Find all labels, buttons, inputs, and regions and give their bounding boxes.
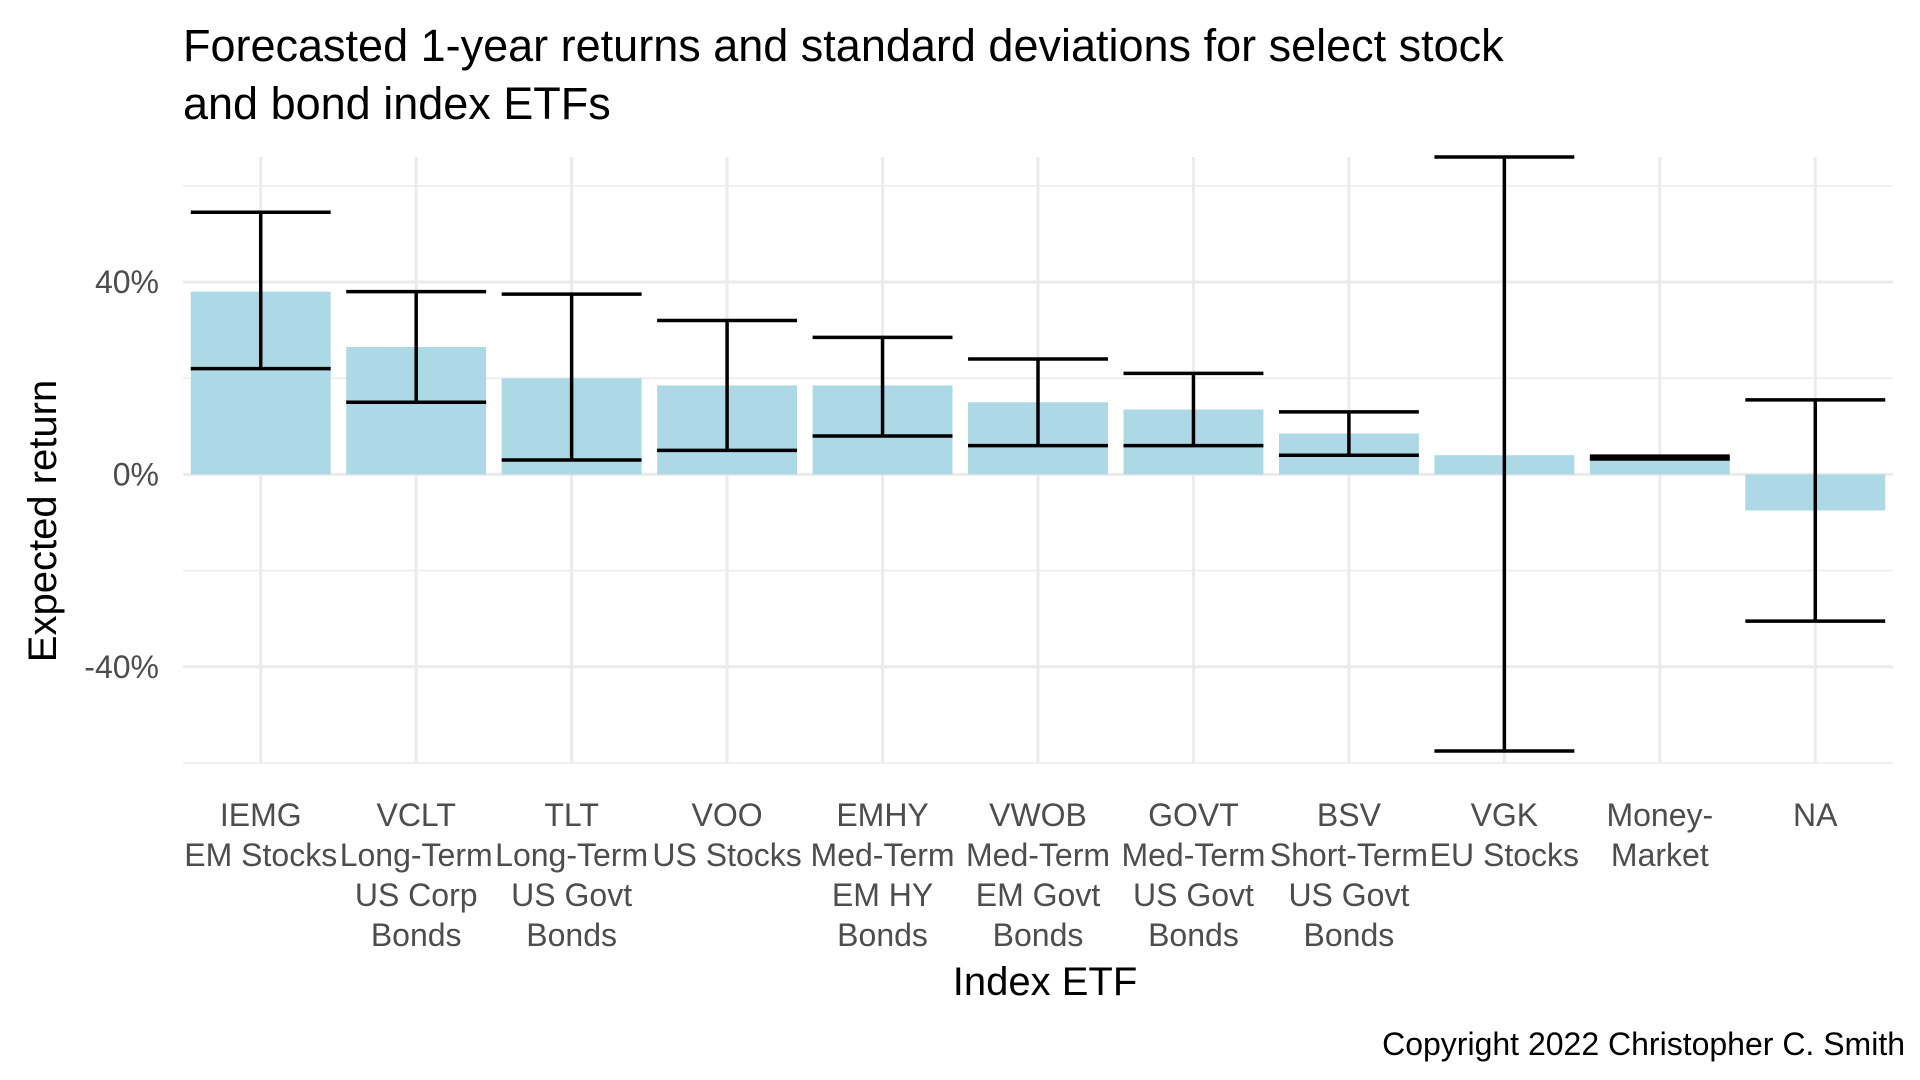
y-tick-label: 0%	[113, 456, 159, 492]
x-tick-label: Bonds	[371, 917, 462, 953]
x-tick-label: Money-	[1606, 797, 1713, 833]
error-bar-money-	[1589, 454, 1730, 461]
copyright-caption: Copyright 2022 Christopher C. Smith	[1382, 1026, 1905, 1062]
x-tick-label: EMHY	[836, 797, 928, 833]
error-bar-vgk	[1434, 155, 1575, 753]
error-bar-na	[1745, 398, 1886, 623]
x-tick-label: Med-Term	[811, 837, 955, 873]
x-tick-label: Market	[1611, 837, 1709, 873]
error-bar-vclt	[346, 289, 487, 405]
x-tick-label: US Stocks	[652, 837, 801, 873]
x-axis-title: Index ETF	[953, 960, 1138, 1004]
chart-title: Forecasted 1-year returns and standard d…	[183, 20, 1504, 129]
x-tick-label: IEMG	[220, 797, 302, 833]
x-tick-label: Bonds	[1148, 917, 1239, 953]
error-bar-vwob	[968, 357, 1108, 448]
y-axis-title: Expected return	[21, 380, 65, 662]
y-tick-label: 40%	[95, 264, 159, 300]
chart-title-line: and bond index ETFs	[183, 78, 611, 129]
y-axis-tick-labels: -40% 0% 40%	[84, 264, 159, 685]
error-bar-tlt	[501, 292, 642, 462]
x-tick-label: Med-Term	[966, 837, 1110, 873]
x-tick-label: VCLT	[376, 797, 455, 833]
x-axis-tick-labels: IEMG EM Stocks VCLT Long-Term US Corp Bonds TL…	[184, 797, 1838, 953]
error-bar-govt	[1123, 371, 1264, 448]
x-tick-label: Bonds	[526, 917, 617, 953]
x-tick-label: EM Stocks	[184, 837, 337, 873]
bar-money-	[1589, 457, 1730, 475]
x-tick-label: US Govt	[1133, 877, 1254, 913]
x-tick-label: US Govt	[511, 877, 632, 913]
chart-title-line: Forecasted 1-year returns and standard d…	[183, 20, 1504, 71]
error-bar-voo	[657, 318, 798, 453]
x-tick-label: Long-Term	[340, 837, 493, 873]
x-tick-label: Bonds	[837, 917, 928, 953]
error-bars	[190, 155, 1886, 753]
x-tick-label: EU Stocks	[1430, 837, 1579, 873]
x-tick-label: EM HY	[832, 877, 933, 913]
x-tick-label: GOVT	[1148, 797, 1239, 833]
x-tick-label: Med-Term	[1121, 837, 1265, 873]
x-tick-label: VWOB	[989, 797, 1087, 833]
x-tick-label: VGK	[1471, 797, 1539, 833]
x-tick-label: TLT	[544, 797, 599, 833]
x-tick-label: Bonds	[1304, 917, 1395, 953]
error-bar-iemg	[190, 210, 331, 371]
error-bar-emhy	[812, 335, 953, 438]
x-tick-label: US Corp	[355, 877, 478, 913]
y-tick-label: -40%	[84, 649, 159, 685]
x-tick-label: Short-Term	[1270, 837, 1428, 873]
x-tick-label: EM Govt	[976, 877, 1101, 913]
x-tick-label: BSV	[1317, 797, 1382, 833]
x-tick-label: VOO	[692, 797, 763, 833]
x-tick-label: US Govt	[1288, 877, 1409, 913]
error-bar-bsv	[1278, 410, 1419, 457]
x-tick-label: Bonds	[993, 917, 1084, 953]
x-tick-label: NA	[1793, 797, 1838, 833]
x-tick-label: Long-Term	[495, 837, 648, 873]
